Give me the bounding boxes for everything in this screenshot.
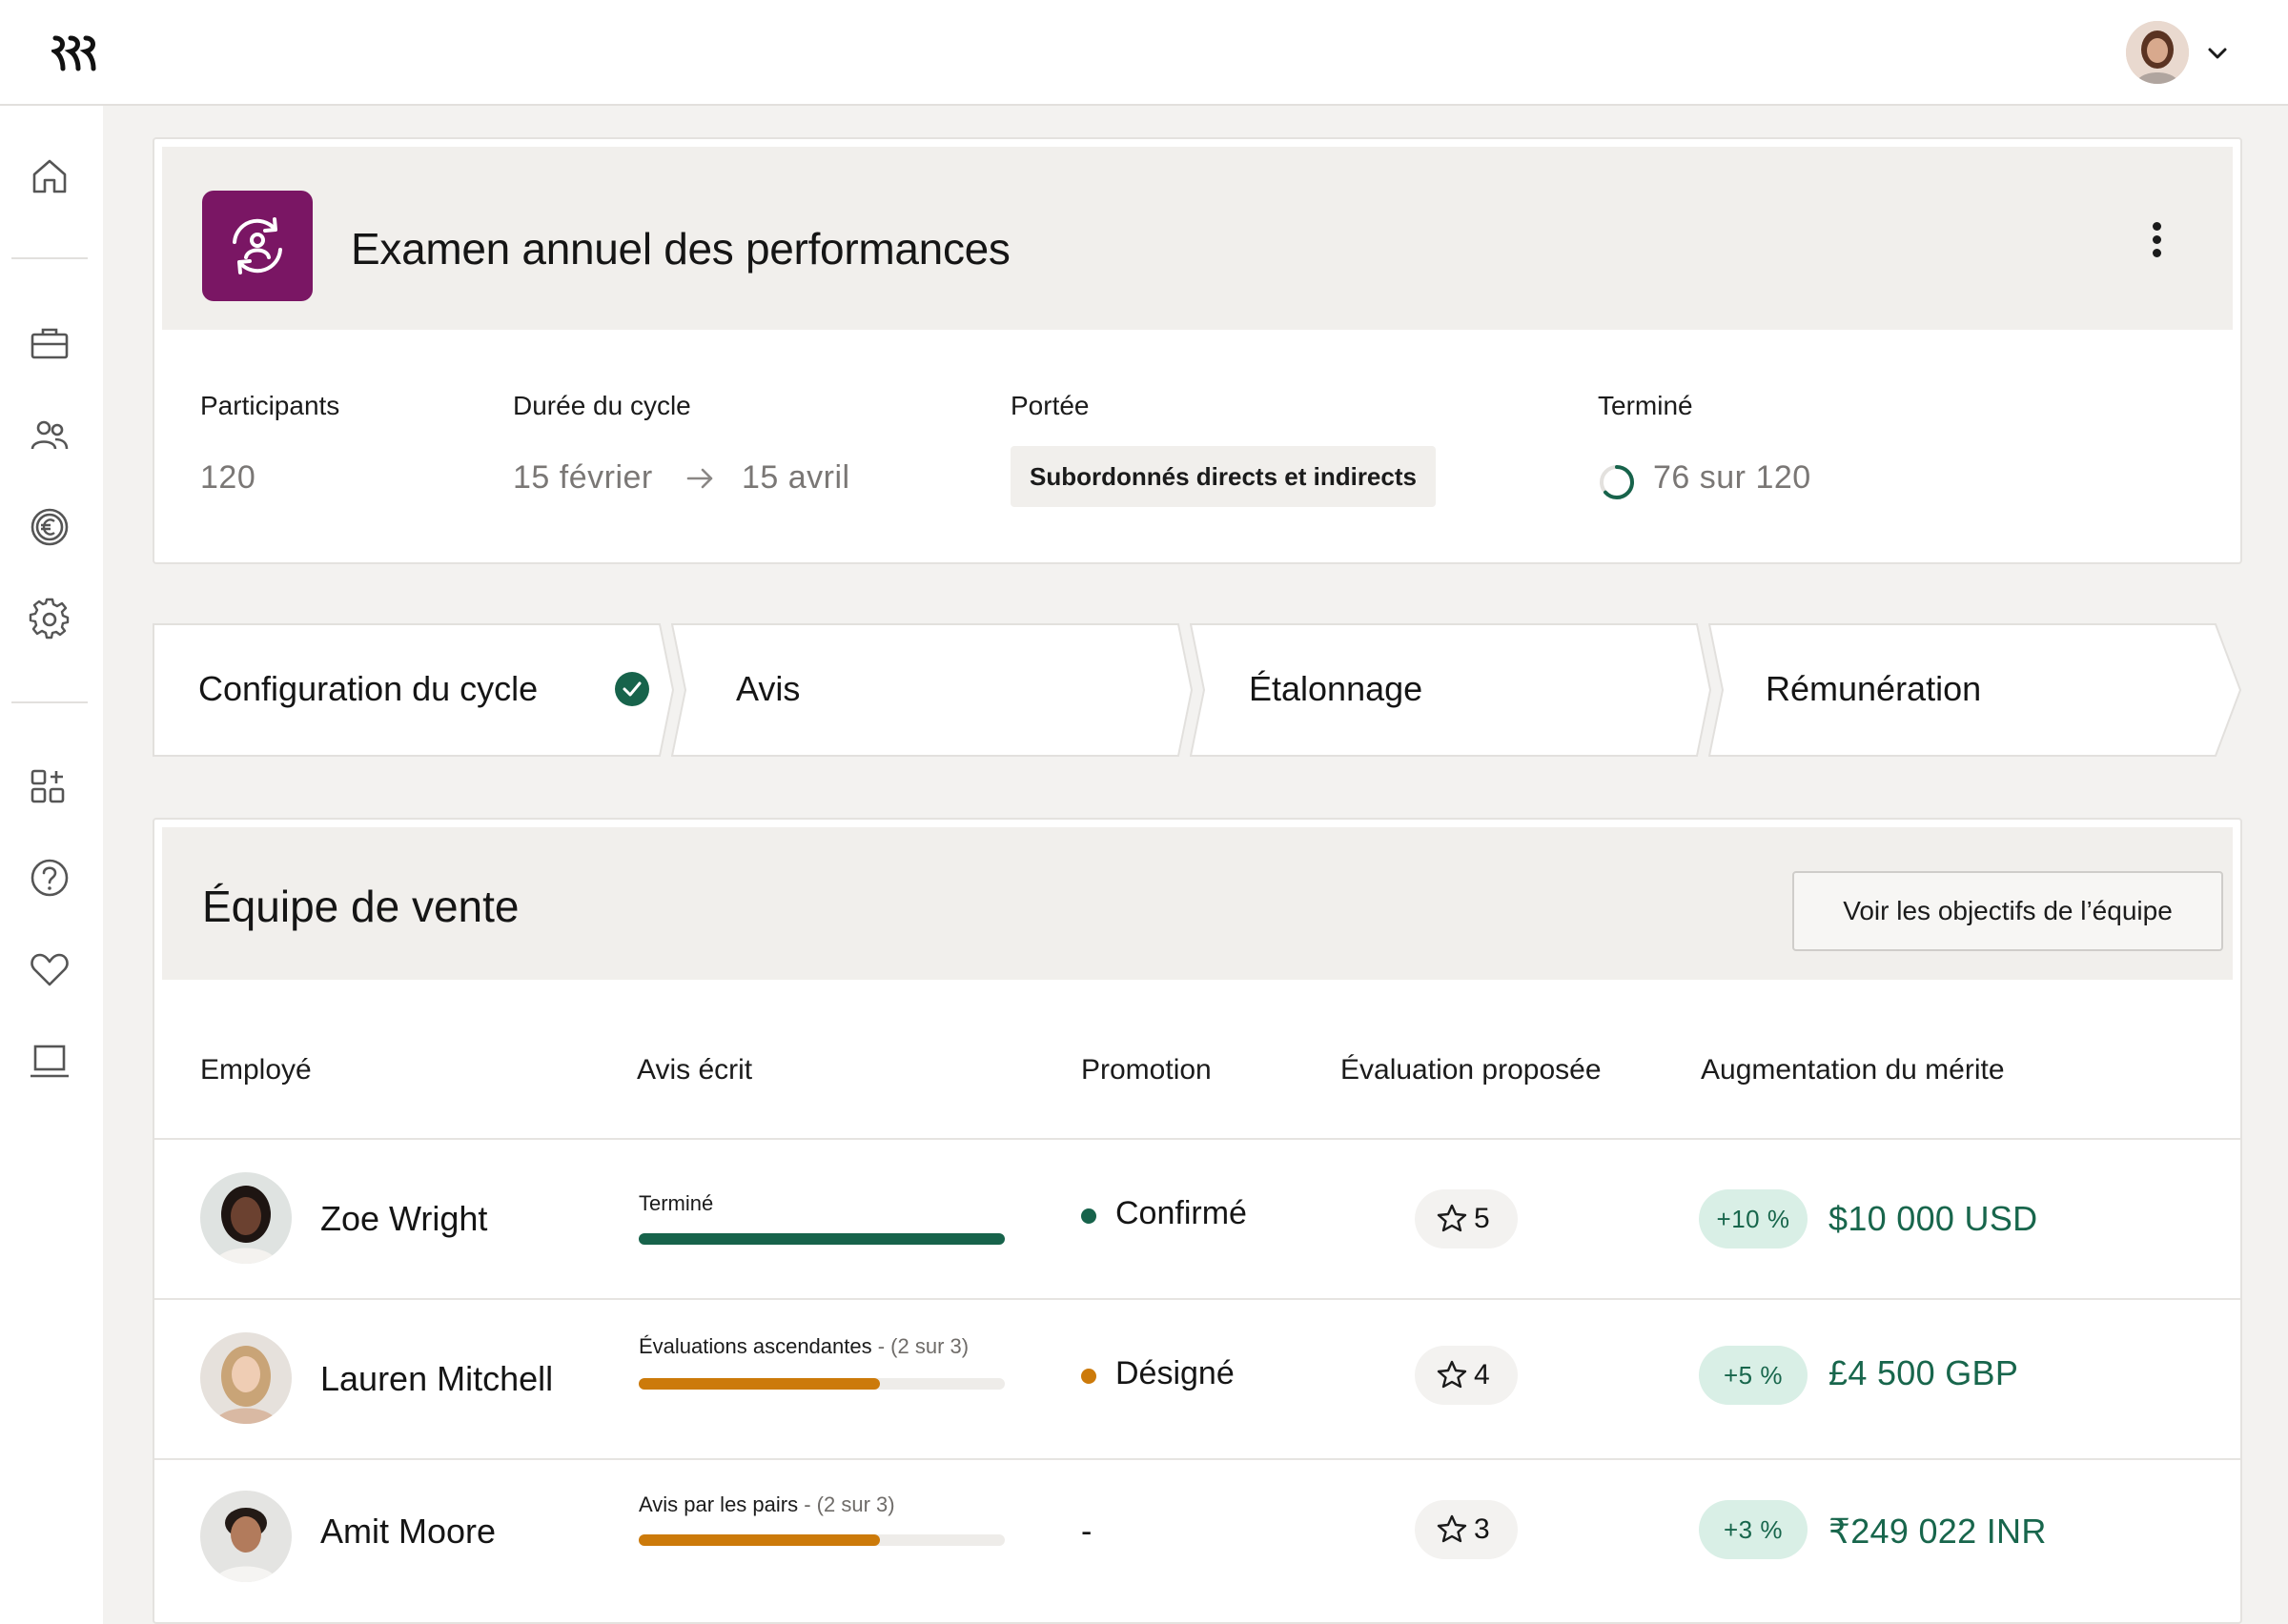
avatar <box>200 1172 292 1264</box>
step-label: Configuration du cycle <box>198 669 539 708</box>
step-label: Étalonnage <box>1249 669 1423 708</box>
merit-percent-badge: +3 % <box>1699 1500 1808 1559</box>
sidebar-divider <box>11 257 88 259</box>
review-progress-fill <box>639 1233 1005 1245</box>
merit-amount: ₹249 022 INR <box>1828 1512 2047 1551</box>
arrow-right-icon <box>686 468 713 489</box>
row-divider <box>154 1458 2240 1460</box>
participants-label: Participants <box>200 391 340 420</box>
review-status-label: Évaluations ascendantes <box>639 1334 872 1358</box>
row-divider <box>154 1298 2240 1300</box>
employee-name[interactable]: Amit Moore <box>320 1512 497 1551</box>
row-divider <box>154 1138 2240 1140</box>
gear-icon[interactable] <box>27 596 72 641</box>
duration-label: Durée du cycle <box>513 391 691 420</box>
avatar <box>200 1332 292 1424</box>
step-label: Avis <box>736 669 801 708</box>
rating-value: 5 <box>1474 1203 1490 1234</box>
duration-end: 15 avril <box>742 459 850 496</box>
check-circle-icon <box>615 672 649 706</box>
team-card: Équipe de vente Voir les objectifs de l’… <box>153 818 2242 1624</box>
rippling-logo-icon[interactable] <box>51 34 101 72</box>
step-configuration[interactable]: Configuration du cycle <box>153 623 675 757</box>
column-header-rating[interactable]: Évaluation proposée <box>1340 1054 1602 1086</box>
review-cycle-icon <box>202 191 313 301</box>
column-header-written-review[interactable]: Avis écrit <box>637 1054 753 1086</box>
team-title: Équipe de vente <box>202 882 520 931</box>
sidebar <box>0 106 103 1624</box>
review-status-label: Avis par les pairs <box>639 1492 799 1516</box>
review-progress-bar <box>639 1233 1005 1245</box>
column-header-merit[interactable]: Augmentation du mérite <box>1701 1054 2005 1086</box>
table-row[interactable]: Lauren Mitchell Évaluations ascendantes … <box>154 1300 2240 1458</box>
review-progress-bar <box>639 1378 1005 1390</box>
review-progress-fill <box>639 1534 881 1546</box>
duration-start: 15 février <box>513 459 653 496</box>
star-icon <box>1437 1514 1467 1543</box>
employee-name[interactable]: Zoe Wright <box>320 1199 488 1238</box>
home-icon[interactable] <box>27 153 72 199</box>
top-bar <box>0 0 2288 106</box>
people-icon[interactable] <box>27 413 72 458</box>
completed-label: Terminé <box>1598 391 1693 420</box>
proposed-rating[interactable]: 5 <box>1415 1189 1518 1248</box>
promotion-status: Confirmé <box>1115 1195 1247 1231</box>
review-count: - (2 sur 3) <box>798 1492 895 1516</box>
star-icon <box>1437 1204 1467 1232</box>
promotion-status-dot <box>1081 1208 1096 1224</box>
participants-value: 120 <box>200 459 256 496</box>
step-reviews[interactable]: Avis <box>671 623 1194 757</box>
completed-value: 76 sur 120 <box>1653 459 1811 496</box>
step-label: Rémunération <box>1766 669 1982 708</box>
step-compensation[interactable]: Rémunération <box>1708 623 2242 757</box>
promotion-status: Désigné <box>1115 1355 1235 1391</box>
team-header: Équipe de vente Voir les objectifs de l’… <box>162 827 2233 980</box>
cycle-header: Examen annuel des performances <box>162 147 2233 330</box>
promotion-status: - <box>1081 1513 1093 1550</box>
avatar <box>200 1491 292 1582</box>
rating-value: 3 <box>1474 1513 1490 1545</box>
proposed-rating[interactable]: 3 <box>1415 1500 1518 1559</box>
review-cycle-card: Examen annuel des performances Participa… <box>153 137 2242 564</box>
team-goals-button[interactable]: Voir les objectifs de l’équipe <box>1792 871 2223 951</box>
review-status: Évaluations ascendantes - (2 sur 3) <box>639 1334 969 1359</box>
euro-icon[interactable] <box>27 504 72 550</box>
review-status-label: Terminé <box>639 1191 714 1215</box>
cycle-title: Examen annuel des performances <box>351 224 1011 274</box>
star-icon <box>1437 1360 1467 1389</box>
table-row[interactable]: Zoe Wright Terminé Confirmé 5 +10 % $10 … <box>154 1140 2240 1298</box>
user-avatar[interactable] <box>2126 21 2189 84</box>
heart-icon[interactable] <box>27 946 72 992</box>
promotion-status-dot <box>1081 1369 1096 1384</box>
help-icon[interactable] <box>27 855 72 901</box>
briefcase-icon[interactable] <box>27 321 72 367</box>
laptop-icon[interactable] <box>27 1038 72 1084</box>
step-calibration[interactable]: Étalonnage <box>1190 623 1712 757</box>
column-header-employee[interactable]: Employé <box>200 1054 312 1086</box>
rating-value: 4 <box>1474 1359 1490 1391</box>
merit-amount: $10 000 USD <box>1828 1199 2038 1238</box>
review-progress-fill <box>639 1378 881 1390</box>
scope-label: Portée <box>1011 391 1090 420</box>
scope-chip: Subordonnés directs et indirects <box>1011 446 1436 507</box>
table-row[interactable]: Amit Moore Avis par les pairs - (2 sur 3… <box>154 1460 2240 1618</box>
merit-percent-badge: +5 % <box>1699 1346 1808 1405</box>
sidebar-divider <box>11 701 88 703</box>
chevron-down-icon[interactable] <box>2204 40 2231 67</box>
employee-name[interactable]: Lauren Mitchell <box>320 1359 554 1398</box>
merit-amount: £4 500 GBP <box>1828 1353 2019 1392</box>
merit-percent-badge: +10 % <box>1699 1189 1808 1248</box>
cycle-stepper: Configuration du cycle Avis Étalonnage R… <box>153 623 2242 757</box>
review-progress-bar <box>639 1534 1005 1546</box>
review-count: - (2 sur 3) <box>871 1334 970 1358</box>
review-status: Terminé <box>639 1191 713 1216</box>
review-status: Avis par les pairs - (2 sur 3) <box>639 1492 895 1517</box>
proposed-rating[interactable]: 4 <box>1415 1346 1518 1405</box>
more-options-icon[interactable] <box>2145 217 2168 274</box>
column-header-promotion[interactable]: Promotion <box>1081 1054 1212 1086</box>
apps-add-icon[interactable] <box>27 763 72 809</box>
completion-ring-icon <box>1600 465 1634 499</box>
